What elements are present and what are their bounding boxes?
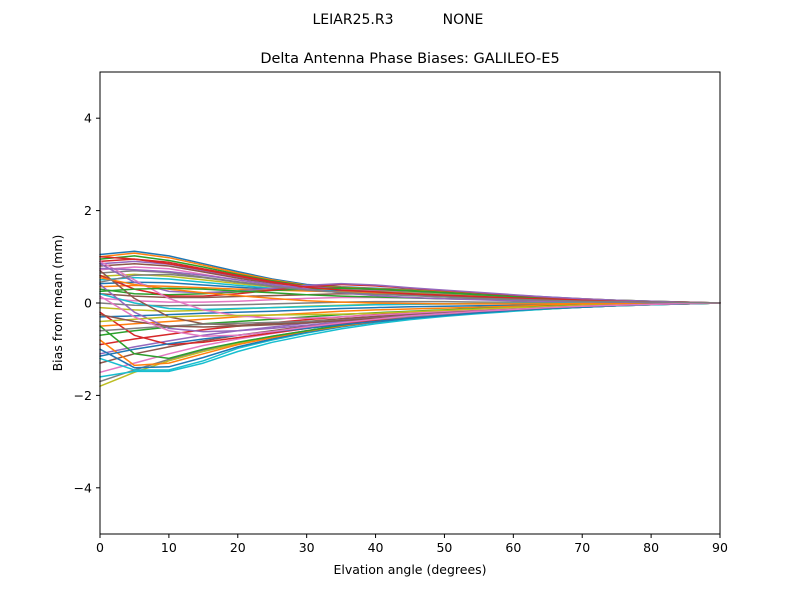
x-tick-label: 70: [574, 540, 590, 555]
y-tick-label: 2: [84, 203, 92, 218]
x-tick-label: 20: [230, 540, 246, 555]
chart-title: Delta Antenna Phase Biases: GALILEO-E5: [260, 51, 559, 67]
y-tick-label: 4: [84, 111, 92, 126]
x-tick-label: 50: [436, 540, 452, 555]
x-tick-label: 80: [643, 540, 659, 555]
series-line-42: [99, 276, 721, 305]
figure-suptitle-radome: NONE: [443, 12, 484, 28]
y-tick-label: 0: [84, 296, 92, 311]
series-line-47: [99, 295, 721, 338]
y-tick-label: −2: [74, 388, 92, 403]
x-tick-label: 30: [299, 540, 315, 555]
series-line-48: [99, 273, 721, 304]
x-tick-label: 90: [712, 540, 728, 555]
series-layer: [99, 250, 721, 387]
x-axis-label: Elvation angle (degrees): [333, 562, 486, 577]
x-tick-label: 0: [96, 540, 104, 555]
y-tick-label: −4: [74, 480, 92, 495]
x-tick-label: 40: [368, 540, 384, 555]
y-axis-label: Bias from mean (mm): [50, 235, 65, 372]
x-tick-label: 60: [505, 540, 521, 555]
plot-frame: [99, 71, 721, 535]
figure-suptitle-antenna: LEIAR25.R3: [313, 12, 394, 28]
x-tick-label: 10: [161, 540, 177, 555]
ticks-layer: 0 10 20 30 40 50 60 70 80 90 −4 −2 0 2 4: [74, 111, 728, 555]
